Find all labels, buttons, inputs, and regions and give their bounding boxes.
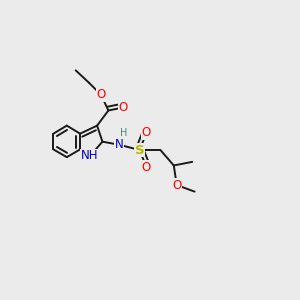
Text: O: O [96,88,106,101]
Text: O: O [142,161,151,174]
Text: H: H [120,128,127,138]
Text: O: O [172,178,182,192]
Text: N: N [114,138,123,151]
Text: S: S [135,143,144,157]
Text: NH: NH [81,149,99,162]
Text: O: O [118,101,128,114]
Text: O: O [142,126,151,139]
